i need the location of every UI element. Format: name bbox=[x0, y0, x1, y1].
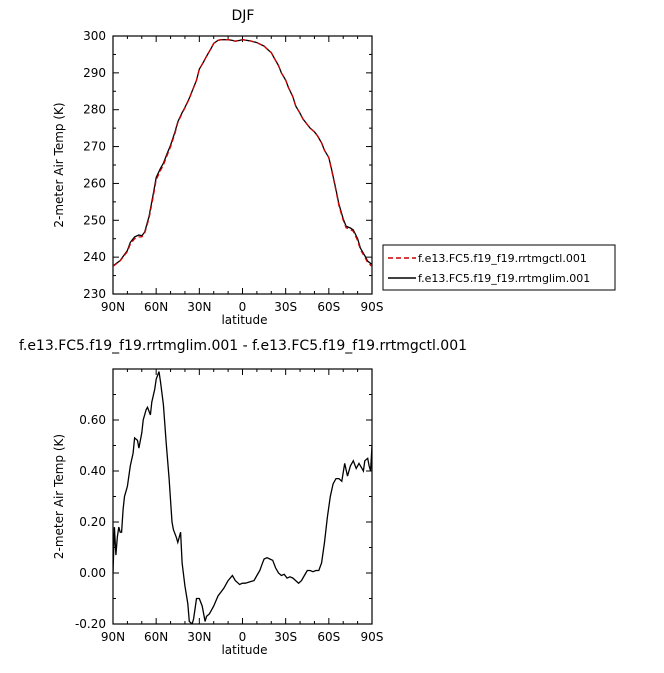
bottom-y-tick-label: 0.00 bbox=[79, 566, 106, 580]
top-y-tick-label: 240 bbox=[83, 250, 106, 264]
bottom-y-tick-label: -0.20 bbox=[75, 617, 106, 631]
top-y-tick-label: 280 bbox=[83, 103, 106, 117]
top-x-tick-label: 60S bbox=[317, 300, 340, 314]
bottom-series-line-0 bbox=[113, 372, 372, 624]
top-chart-panel: DJF 90N 60N 30N 0 30S 60S 90S 230 240 250 260 270 280… bbox=[52, 8, 383, 327]
top-y-tick-label: 260 bbox=[83, 176, 106, 190]
top-y-axis-label: 2-meter Air Temp (K) bbox=[52, 102, 66, 227]
legend-label-0: f.e13.FC5.f19_f19.rrtmgctl.001 bbox=[418, 252, 587, 265]
top-x-axis-label: latitude bbox=[221, 313, 267, 327]
chart-legend: f.e13.FC5.f19_f19.rrtmgctl.001 f.e13.FC5.… bbox=[383, 245, 615, 290]
top-y-tick-label: 300 bbox=[83, 29, 106, 43]
top-chart-title: DJF bbox=[232, 8, 255, 24]
top-series-line-1 bbox=[113, 40, 372, 266]
bottom-x-tick-label: 60N bbox=[144, 630, 168, 644]
bottom-y-tick-label: 0.20 bbox=[79, 515, 106, 529]
bottom-x-tick-label: 90N bbox=[101, 630, 125, 644]
top-x-tick-label: 0 bbox=[239, 300, 247, 314]
legend-label-1: f.e13.FC5.f19_f19.rrtmglim.001 bbox=[418, 272, 590, 285]
bottom-x-tick-label: 90S bbox=[361, 630, 384, 644]
bottom-x-tick-label: 0 bbox=[239, 630, 247, 644]
bottom-x-tick-label: 30N bbox=[187, 630, 211, 644]
top-series-line-0 bbox=[113, 40, 372, 267]
bottom-y-axis-label: 2-meter Air Temp (K) bbox=[52, 434, 66, 559]
top-x-tick-label: 30S bbox=[274, 300, 297, 314]
top-plot-frame bbox=[113, 36, 372, 294]
top-y-tick-label: 290 bbox=[83, 66, 106, 80]
top-y-tick-label: 230 bbox=[83, 287, 106, 301]
top-x-tick-label: 60N bbox=[144, 300, 168, 314]
bottom-chart-panel: f.e13.FC5.f19_f19.rrtmglim.001 - f.e13.F… bbox=[19, 338, 467, 657]
top-x-tick-label: 30N bbox=[187, 300, 211, 314]
bottom-y-tick-label: 0.40 bbox=[79, 464, 106, 478]
bottom-y-tick-label: 0.60 bbox=[79, 413, 106, 427]
top-y-tick-label: 270 bbox=[83, 140, 106, 154]
bottom-x-tick-label: 30S bbox=[274, 630, 297, 644]
bottom-x-tick-label: 60S bbox=[317, 630, 340, 644]
bottom-chart-title: f.e13.FC5.f19_f19.rrtmglim.001 - f.e13.F… bbox=[19, 338, 467, 354]
bottom-x-axis-label: latitude bbox=[221, 643, 267, 657]
top-x-tick-label: 90S bbox=[361, 300, 384, 314]
top-x-tick-label: 90N bbox=[101, 300, 125, 314]
top-y-tick-label: 250 bbox=[83, 213, 106, 227]
